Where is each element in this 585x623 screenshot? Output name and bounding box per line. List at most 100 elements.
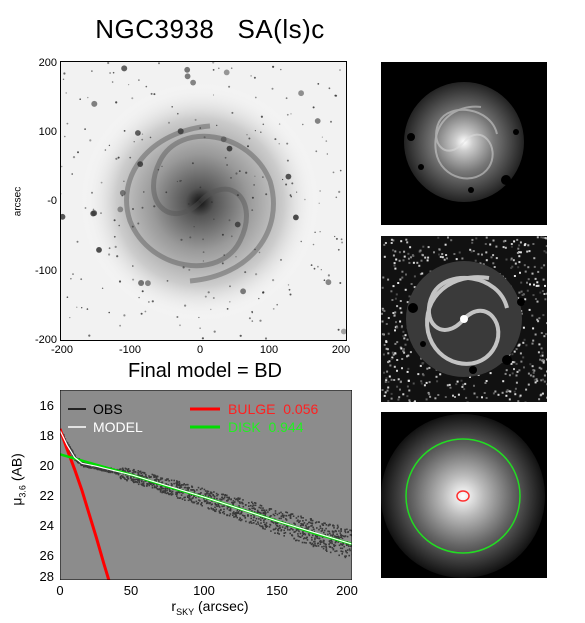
obs-point: [308, 521, 311, 524]
noise-pixel: [383, 343, 386, 346]
noise-pixel: [406, 355, 408, 358]
image-ytick: -0: [47, 195, 57, 207]
obs-point: [89, 465, 92, 468]
field-star: [254, 248, 256, 251]
obs-point: [228, 498, 231, 500]
obs-point: [297, 528, 300, 531]
noise-pixel: [384, 380, 387, 383]
noise-pixel: [412, 261, 415, 264]
field-star: [285, 97, 288, 100]
obs-point: [264, 528, 266, 530]
obs-point: [307, 528, 309, 530]
obs-point: [148, 476, 151, 479]
field-star: [340, 238, 343, 241]
obs-point: [241, 514, 244, 517]
field-star: [288, 288, 291, 291]
obs-point: [321, 523, 323, 525]
field-star: [79, 98, 81, 100]
obs-point: [303, 522, 306, 524]
obs-point: [347, 543, 349, 546]
noise-pixel: [485, 236, 488, 239]
obs-point: [264, 514, 266, 517]
field-star: [310, 264, 313, 266]
noise-pixel: [465, 396, 468, 399]
noise-pixel: [401, 358, 404, 360]
field-star: [302, 123, 304, 126]
obs-point: [124, 467, 127, 470]
noise-pixel: [397, 398, 400, 401]
obs-point: [162, 491, 165, 494]
obs-point: [265, 523, 267, 526]
obs-point: [274, 532, 276, 534]
obs-point: [178, 482, 181, 485]
obs-point: [151, 473, 154, 476]
field-star: [319, 231, 321, 233]
obs-point: [341, 534, 344, 537]
obs-point: [272, 522, 275, 524]
obs-point: [332, 524, 334, 527]
noise-pixel: [422, 362, 425, 364]
obs-point: [160, 489, 162, 492]
obs-point: [219, 498, 221, 500]
plot-ytick: 22: [39, 488, 54, 503]
noise-pixel: [394, 352, 397, 355]
obs-point: [97, 467, 100, 470]
obs-point: [203, 488, 206, 491]
obs-point: [300, 515, 302, 518]
obs-point: [156, 478, 158, 481]
noise-pixel: [402, 335, 405, 338]
noise-pixel: [387, 361, 390, 364]
noise-pixel: [540, 347, 543, 350]
noise-pixel: [545, 251, 548, 254]
obs-point: [175, 493, 177, 496]
field-star: [203, 136, 206, 139]
noise-pixel: [489, 372, 492, 375]
obs-point: [259, 504, 262, 507]
obs-point: [179, 484, 182, 487]
noise-pixel: [414, 400, 416, 403]
obs-point: [335, 535, 337, 538]
noise-pixel: [492, 239, 495, 242]
noise-pixel: [518, 369, 521, 372]
noise-pixel: [523, 366, 525, 369]
noise-pixel: [509, 390, 512, 393]
field-star: [325, 140, 328, 142]
obs-point: [317, 545, 320, 547]
obs-point: [302, 532, 304, 534]
obs-point: [186, 483, 188, 486]
obs-point: [232, 514, 234, 516]
field-star: [328, 87, 331, 90]
noise-pixel: [463, 388, 466, 391]
obs-point: [280, 517, 282, 520]
field-star: [117, 206, 124, 213]
obs-point: [276, 532, 279, 535]
noise-pixel: [425, 381, 428, 384]
noise-pixel: [394, 311, 397, 314]
noise-pixel: [416, 261, 419, 264]
noise-pixel: [471, 241, 474, 244]
obs-point: [346, 551, 348, 554]
field-star: [179, 324, 181, 327]
noise-pixel: [514, 393, 517, 396]
noise-pixel: [511, 361, 514, 364]
noise-pixel: [396, 385, 399, 388]
field-star: [113, 219, 116, 222]
obs-point: [335, 530, 337, 533]
obs-point: [252, 519, 254, 521]
noise-pixel: [383, 243, 386, 246]
noise-pixel: [406, 385, 409, 388]
noise-pixel: [444, 243, 447, 246]
noise-pixel: [454, 396, 456, 398]
noise-pixel: [381, 333, 384, 336]
obs-point: [148, 482, 151, 485]
noise-pixel: [410, 283, 413, 285]
obs-point: [262, 527, 264, 530]
obs-point: [314, 541, 316, 543]
obs-point: [213, 509, 215, 511]
obs-point: [182, 492, 184, 494]
obs-point: [226, 494, 228, 497]
image-y-label: arcsec: [12, 186, 24, 217]
field-star: [251, 320, 254, 322]
noise-pixel: [485, 251, 488, 254]
field-star: [118, 224, 120, 227]
